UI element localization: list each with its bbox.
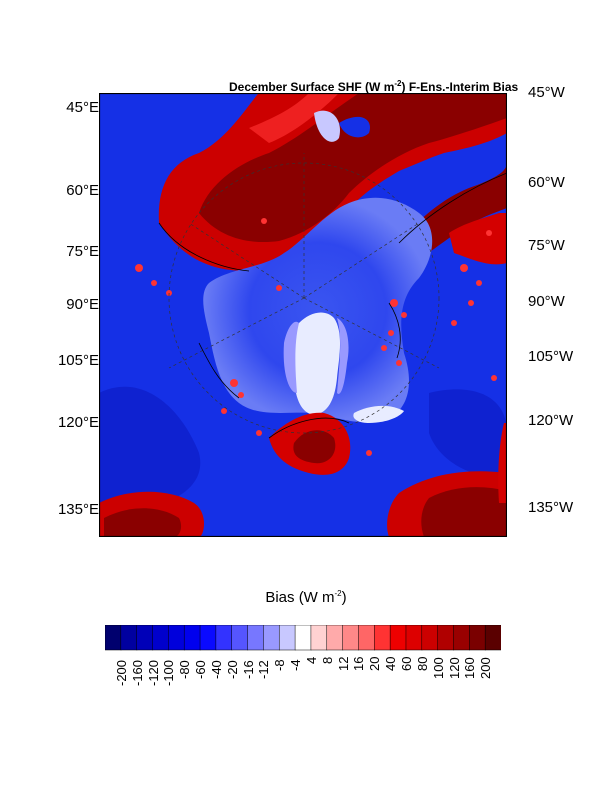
bias-map bbox=[99, 93, 507, 537]
lat-label-left-1: 60°E bbox=[66, 182, 99, 199]
blue-hole bbox=[339, 116, 370, 138]
colorbar-box bbox=[136, 625, 154, 651]
colorbar-tick-label: -16 bbox=[240, 659, 256, 679]
lon-label-right-1: 60°W bbox=[528, 174, 565, 191]
warm-region-siberian-core bbox=[293, 430, 336, 464]
lon-label-right-0: 45°W bbox=[528, 84, 565, 101]
coastlines bbox=[158, 172, 507, 439]
colorbar-tick-label: 12 bbox=[335, 656, 351, 671]
lon-label-right-5: 120°W bbox=[528, 412, 574, 429]
colorbar-box bbox=[326, 625, 344, 651]
light-blue-halo-2 bbox=[337, 318, 349, 394]
colorbar-tick-label: 4 bbox=[303, 656, 319, 664]
colorbar-box bbox=[453, 625, 470, 651]
colorbar-box bbox=[120, 625, 138, 651]
colorbar-box bbox=[374, 625, 391, 651]
arctic-central-ice bbox=[203, 197, 433, 423]
colorbar-box bbox=[105, 625, 122, 651]
lon-label-right-2: 75°W bbox=[528, 237, 565, 254]
colorbar-tick-label: -100 bbox=[161, 659, 177, 686]
warm-region-north-atlantic-core bbox=[199, 93, 507, 243]
colorbar-box bbox=[152, 625, 169, 651]
colorbar-box bbox=[183, 625, 201, 651]
colorbar-tick-label: -200 bbox=[113, 659, 129, 686]
colorbar-tick-label: 40 bbox=[383, 656, 399, 671]
warm-region-bottom-right-core bbox=[421, 487, 507, 537]
dark-blue-region-right bbox=[429, 389, 507, 476]
colorbar-tick-label: 100 bbox=[430, 656, 446, 679]
lat-label-left-2: 75°E bbox=[66, 243, 99, 260]
colorbar-tick-label: -20 bbox=[224, 659, 240, 679]
warm-region-bottom-left-core bbox=[104, 508, 182, 537]
colorbar-tick-label: -4 bbox=[288, 659, 304, 671]
colorbar-tick-label: 60 bbox=[399, 656, 414, 671]
colorbar-box bbox=[484, 625, 501, 651]
colorbar-tick-label: -40 bbox=[208, 659, 224, 679]
light-blue-halo bbox=[283, 321, 299, 393]
colorbar-box bbox=[405, 625, 423, 651]
figure-title: December Surface SHF (W m-2) F-Ens.-Inte… bbox=[229, 79, 519, 94]
colorbar-box bbox=[342, 625, 359, 651]
colorbar bbox=[105, 625, 501, 651]
colorbar-tick-label: 80 bbox=[414, 656, 430, 671]
pale-blue-spot bbox=[314, 110, 340, 142]
colorbar-box bbox=[358, 625, 375, 651]
colorbar-tick-label: -120 bbox=[145, 659, 161, 686]
lat-label-left-5: 120°E bbox=[57, 414, 99, 431]
colorbar-box bbox=[294, 625, 312, 651]
near-zero-bias-streak bbox=[293, 312, 341, 415]
colorbar-box bbox=[389, 625, 407, 651]
lat-label-left-3: 90°E bbox=[66, 296, 99, 313]
colorbar-box bbox=[310, 625, 328, 651]
lon-label-right-6: 135°W bbox=[528, 499, 574, 516]
warm-region-labrador bbox=[449, 213, 507, 265]
colorbar-box bbox=[199, 625, 217, 651]
colorbar-tick-label: 16 bbox=[351, 656, 367, 671]
lat-label-left-6: 135°E bbox=[57, 501, 99, 518]
map-frame bbox=[99, 93, 507, 537]
colorbar-box bbox=[421, 625, 439, 651]
warm-region-inner-bright bbox=[249, 93, 339, 143]
colorbar-tick-label: 200 bbox=[478, 656, 494, 679]
colorbar-tick-label: -12 bbox=[256, 659, 272, 679]
colorbar-tick-label: 120 bbox=[446, 656, 462, 679]
lat-label-left-4: 105°E bbox=[57, 352, 99, 369]
dark-blue-region-left bbox=[99, 386, 201, 513]
graticule bbox=[168, 153, 440, 434]
colorbar-box bbox=[263, 625, 280, 651]
ice-edge-white bbox=[353, 405, 404, 423]
colorbar-tick-label: -80 bbox=[177, 659, 193, 679]
colorbar-box bbox=[437, 625, 455, 651]
colorbar-tick-label: 160 bbox=[462, 656, 478, 679]
colorbar-tick-label: -60 bbox=[193, 659, 208, 679]
lon-label-right-3: 90°W bbox=[528, 293, 565, 310]
colorbar-tick-label: -8 bbox=[272, 659, 288, 671]
colorbar-title: Bias (W m-2) bbox=[265, 589, 347, 606]
colorbar-box bbox=[231, 625, 249, 651]
colorbar-box bbox=[278, 625, 296, 651]
colorbar-tick-label: 20 bbox=[367, 656, 383, 671]
colorbar-tick-label: 8 bbox=[319, 656, 335, 664]
colorbar-box bbox=[247, 625, 264, 651]
colorbar-tick-label: -160 bbox=[129, 659, 145, 686]
colorbar-box bbox=[469, 625, 486, 651]
colorbar-box bbox=[215, 625, 233, 651]
lat-label-left-0: 45°E bbox=[66, 99, 99, 116]
colorbar-box bbox=[168, 625, 185, 651]
lon-label-right-4: 105°W bbox=[528, 348, 574, 365]
warm-region-bottom-right-edge bbox=[498, 423, 507, 503]
